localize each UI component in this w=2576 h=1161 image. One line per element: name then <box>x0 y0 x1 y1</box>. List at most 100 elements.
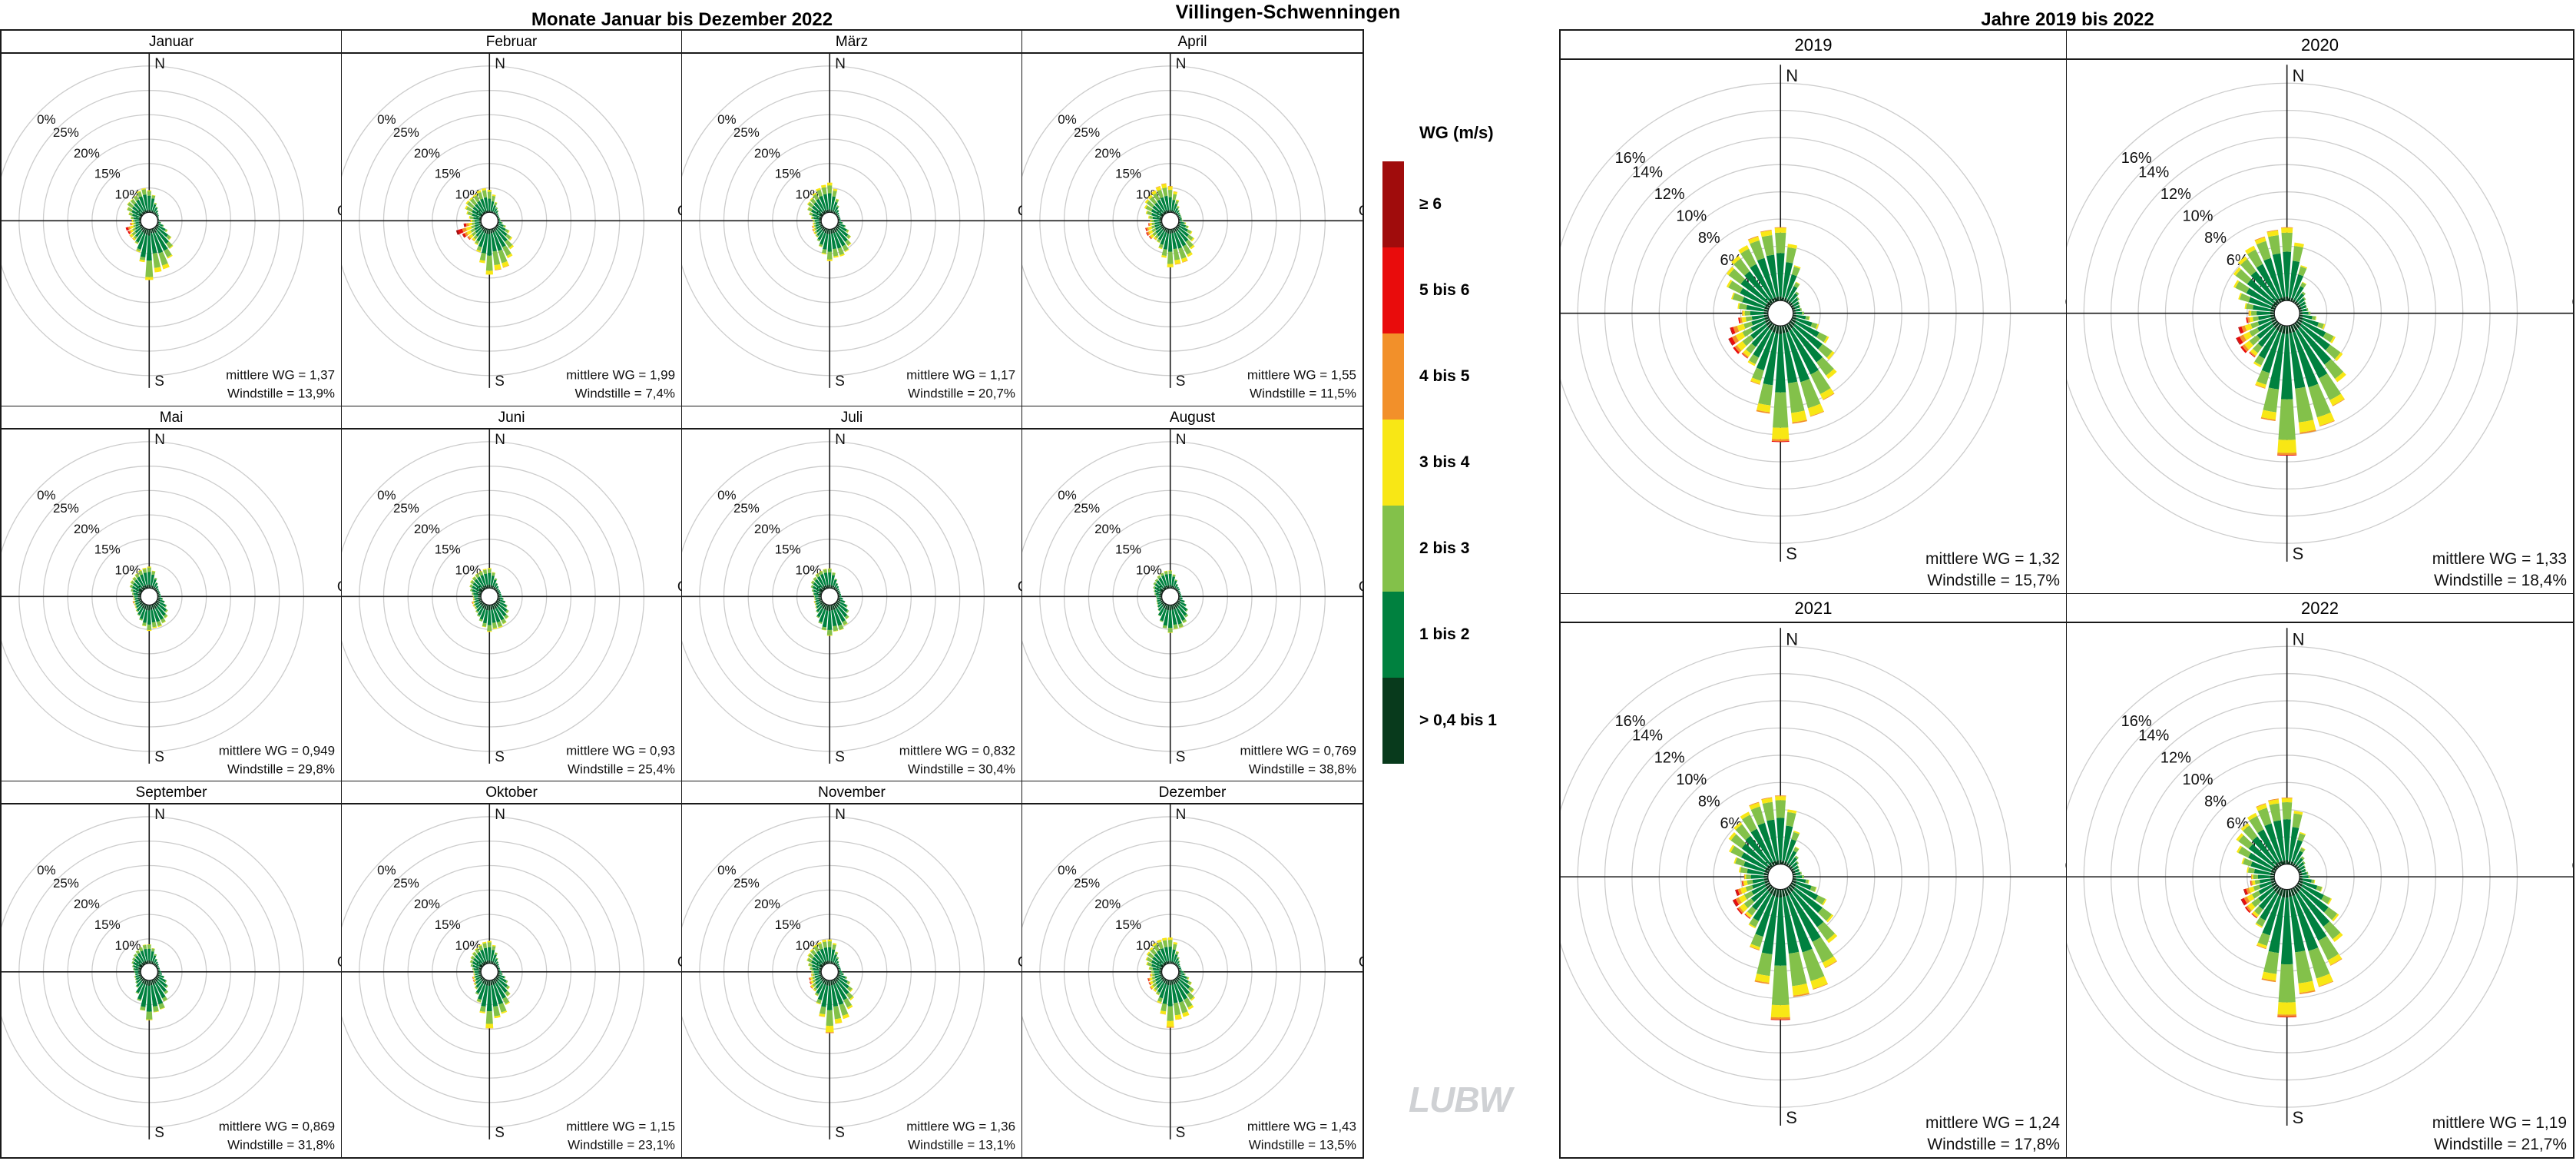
windrose-plot: 0%25%20%15%10%5%NSWOmittlere WG = 0,949W… <box>2 429 341 781</box>
svg-text:O: O <box>1359 954 1362 970</box>
svg-text:15%: 15% <box>435 542 461 556</box>
svg-text:N: N <box>1176 56 1187 72</box>
svg-text:10%: 10% <box>115 938 141 953</box>
svg-text:15%: 15% <box>1115 917 1141 932</box>
svg-text:10%: 10% <box>115 562 141 577</box>
svg-text:10%: 10% <box>796 562 822 577</box>
svg-text:O: O <box>677 579 681 595</box>
svg-text:O: O <box>1018 579 1021 595</box>
legend-label: 2 bis 3 <box>1419 539 1470 557</box>
svg-text:O: O <box>1018 954 1021 970</box>
svg-text:mittlere WG = 0,869: mittlere WG = 0,869 <box>219 1120 335 1134</box>
svg-text:Windstille = 21,7%: Windstille = 21,7% <box>2434 1136 2567 1153</box>
svg-text:20%: 20% <box>414 146 440 161</box>
svg-text:mittlere WG = 1,37: mittlere WG = 1,37 <box>226 368 335 383</box>
svg-text:S: S <box>1786 1108 1797 1127</box>
svg-text:O: O <box>2571 293 2573 312</box>
svg-text:O: O <box>2064 293 2066 312</box>
svg-text:N: N <box>1176 807 1187 823</box>
svg-text:N: N <box>2293 66 2305 85</box>
svg-text:0%: 0% <box>717 488 737 503</box>
month-panel-title: Oktober <box>342 781 681 805</box>
svg-text:Windstille = 11,5%: Windstille = 11,5% <box>1250 386 1356 401</box>
svg-text:S: S <box>1176 749 1186 765</box>
lubw-logo: LUBW <box>1409 1080 1512 1120</box>
month-panel-title: April <box>1022 31 1362 54</box>
svg-text:14%: 14% <box>2138 164 2169 181</box>
svg-text:Windstille = 13,1%: Windstille = 13,1% <box>908 1138 1015 1153</box>
windrose-plot: 16%14%12%10%8%6%4%2%NSWOmittlere WG = 1,… <box>2067 623 2573 1157</box>
svg-text:O: O <box>2064 856 2066 875</box>
svg-text:10%: 10% <box>2183 771 2213 788</box>
svg-text:S: S <box>2293 1108 2304 1127</box>
svg-text:12%: 12% <box>1654 186 1685 203</box>
svg-text:N: N <box>2293 629 2305 649</box>
svg-text:S: S <box>495 749 505 765</box>
svg-text:0%: 0% <box>377 112 396 127</box>
svg-text:S: S <box>154 1125 164 1141</box>
svg-text:N: N <box>835 56 846 72</box>
svg-text:S: S <box>835 1125 845 1141</box>
svg-text:Windstille = 13,5%: Windstille = 13,5% <box>1249 1138 1356 1153</box>
svg-text:25%: 25% <box>1074 125 1100 140</box>
svg-text:S: S <box>2293 544 2304 563</box>
svg-text:10%: 10% <box>455 562 482 577</box>
month-panel-title: Juni <box>342 406 681 430</box>
svg-text:20%: 20% <box>1094 521 1121 536</box>
svg-text:S: S <box>1786 544 1797 563</box>
svg-text:mittlere WG = 1,19: mittlere WG = 1,19 <box>2432 1114 2567 1132</box>
svg-text:25%: 25% <box>733 876 760 891</box>
svg-text:12%: 12% <box>1654 749 1685 766</box>
svg-text:20%: 20% <box>754 897 780 911</box>
svg-text:0%: 0% <box>717 112 737 127</box>
svg-text:S: S <box>835 749 845 765</box>
legend-row: > 0,4 bis 1 <box>1382 678 1556 764</box>
svg-text:0%: 0% <box>37 112 56 127</box>
svg-text:S: S <box>1176 373 1186 390</box>
svg-text:N: N <box>835 432 846 448</box>
svg-text:O: O <box>677 203 681 219</box>
legend-color-swatch <box>1382 592 1404 678</box>
month-panel-title: September <box>2 781 341 805</box>
svg-text:Windstille = 18,4%: Windstille = 18,4% <box>2434 572 2567 589</box>
svg-text:15%: 15% <box>775 542 801 556</box>
svg-text:20%: 20% <box>74 146 100 161</box>
legend-color-swatch <box>1382 333 1404 420</box>
svg-text:10%: 10% <box>2183 208 2213 225</box>
legend-row: 3 bis 4 <box>1382 420 1556 506</box>
svg-text:S: S <box>495 373 505 390</box>
svg-text:14%: 14% <box>1632 164 1663 181</box>
svg-text:25%: 25% <box>393 501 419 516</box>
windrose-plot: 0%25%20%15%10%5%NSWOmittlere WG = 1,15Wi… <box>342 804 681 1157</box>
svg-text:25%: 25% <box>393 125 419 140</box>
svg-text:15%: 15% <box>1115 167 1141 181</box>
svg-text:25%: 25% <box>1074 501 1100 516</box>
svg-text:mittlere WG = 1,17: mittlere WG = 1,17 <box>906 368 1015 383</box>
svg-text:15%: 15% <box>94 542 121 556</box>
svg-text:25%: 25% <box>53 876 79 891</box>
svg-text:Windstille = 13,9%: Windstille = 13,9% <box>227 386 335 401</box>
svg-text:N: N <box>495 432 505 448</box>
windrose-plot: 16%14%12%10%8%6%4%2%NSWOmittlere WG = 1,… <box>1561 623 2066 1157</box>
svg-text:O: O <box>1359 579 1362 595</box>
svg-text:25%: 25% <box>733 125 760 140</box>
svg-text:20%: 20% <box>754 146 780 161</box>
svg-text:S: S <box>835 373 845 390</box>
svg-text:8%: 8% <box>2204 230 2227 247</box>
svg-text:Windstille = 25,4%: Windstille = 25,4% <box>568 761 675 776</box>
windrose-plot: 0%25%20%15%10%5%NSWOmittlere WG = 1,36Wi… <box>682 804 1021 1157</box>
legend-label: ≥ 6 <box>1419 195 1442 213</box>
svg-text:20%: 20% <box>414 897 440 911</box>
svg-text:Windstille = 31,8%: Windstille = 31,8% <box>227 1138 335 1153</box>
svg-text:mittlere WG = 1,55: mittlere WG = 1,55 <box>1247 368 1356 383</box>
legend-label: 4 bis 5 <box>1419 367 1470 385</box>
legend-row: 5 bis 6 <box>1382 247 1556 333</box>
svg-text:15%: 15% <box>775 167 801 181</box>
svg-text:25%: 25% <box>393 876 419 891</box>
svg-text:25%: 25% <box>733 501 760 516</box>
